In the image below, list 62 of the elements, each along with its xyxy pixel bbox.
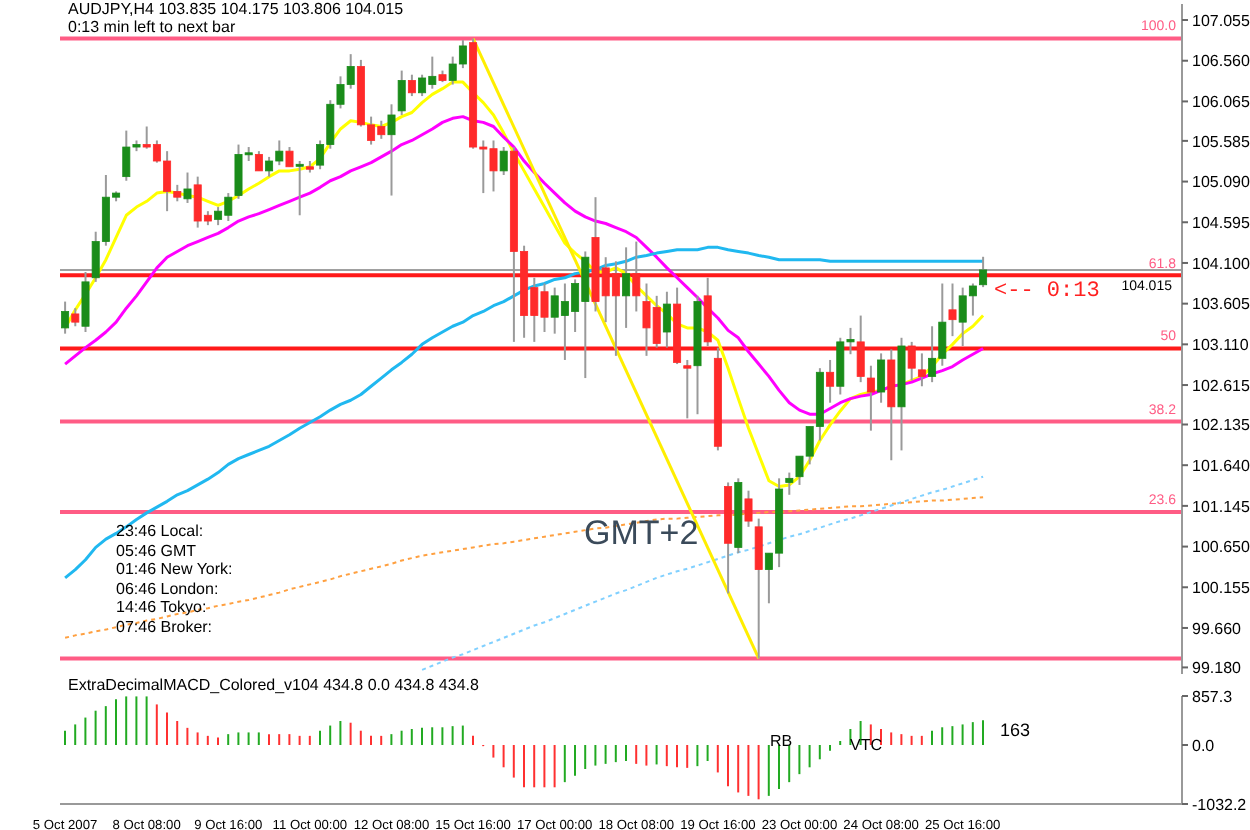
candlestick [387,103,396,197]
y-tick-label: 103.110 [1192,336,1250,355]
annotation: GMT+2 [584,514,699,552]
candlestick [285,146,294,168]
annotation: VTC [850,736,882,754]
y-tick-label: 0.0 [1192,736,1216,755]
candlestick [877,352,886,404]
y-tick-label: 107.055 [1192,11,1250,30]
y-tick-label: 100.155 [1192,578,1250,597]
candlestick [407,73,416,98]
annotation: 05:46 GMT [116,541,197,559]
y-tick-label: 100.650 [1192,538,1250,557]
y-tick-label: 101.145 [1192,497,1250,516]
annotation: 23:46 Local: [116,522,204,540]
chart-title: AUDJPY,H4 103.835 104.175 103.806 104.015 [68,0,404,18]
y-tick-label: 103.605 [1192,295,1250,314]
annotation: 14:46 Tokyo: [116,598,207,616]
candlestick [866,364,875,432]
candlestick [907,340,916,382]
y-tick-label: 104.595 [1192,213,1250,232]
y-tick-label: 102.135 [1192,416,1250,435]
y-tick-label: -1032.2 [1192,795,1248,814]
line-series [64,496,985,639]
y-tick-label: 99.660 [1192,619,1243,638]
candlestick [254,150,263,172]
candlestick [499,146,508,176]
annotation: <-- 0:13 [994,280,1100,304]
candlestick [744,489,753,528]
y-tick-label: 101.640 [1192,456,1250,475]
text: 0:13 min left to next bar [68,18,236,36]
candlestick [948,282,957,338]
candlestick [826,358,835,404]
candlestick [71,307,80,328]
candlestick [703,276,712,347]
annotation: 07:46 Broker: [116,617,213,635]
annotation: 06:46 London: [116,579,219,597]
y-tick-label: 102.615 [1192,376,1250,395]
annotation: 163 [1000,720,1031,740]
annotation: RB [770,732,793,750]
candlestick [754,517,763,660]
y-tick-label: 106.560 [1192,52,1250,71]
line-series [421,475,985,671]
line-series [63,115,985,416]
candlestick [785,471,794,496]
candlestick [917,352,926,388]
chart-title: ExtraDecimalMACD_Colored_v104 434.8 0.0 434.8 434.8 [68,676,479,694]
y-tick-label: 99.180 [1192,659,1243,678]
candlestick [61,300,70,335]
candlestick [887,348,896,462]
annotation: 01:46 New York: [116,560,233,578]
y-tick-label: 104.100 [1192,254,1250,273]
y-tick-label: 105.090 [1192,173,1250,192]
y-tick-label: 105.585 [1192,132,1250,151]
candlestick [397,69,406,116]
candlestick [662,290,671,349]
candlestick [295,160,304,217]
y-tick-label: 106.065 [1192,93,1250,112]
candlestick [856,314,865,384]
line-series [63,245,985,580]
candlestick [183,171,192,204]
candlestick [683,358,692,420]
y-tick-label: 857.3 [1192,687,1234,706]
